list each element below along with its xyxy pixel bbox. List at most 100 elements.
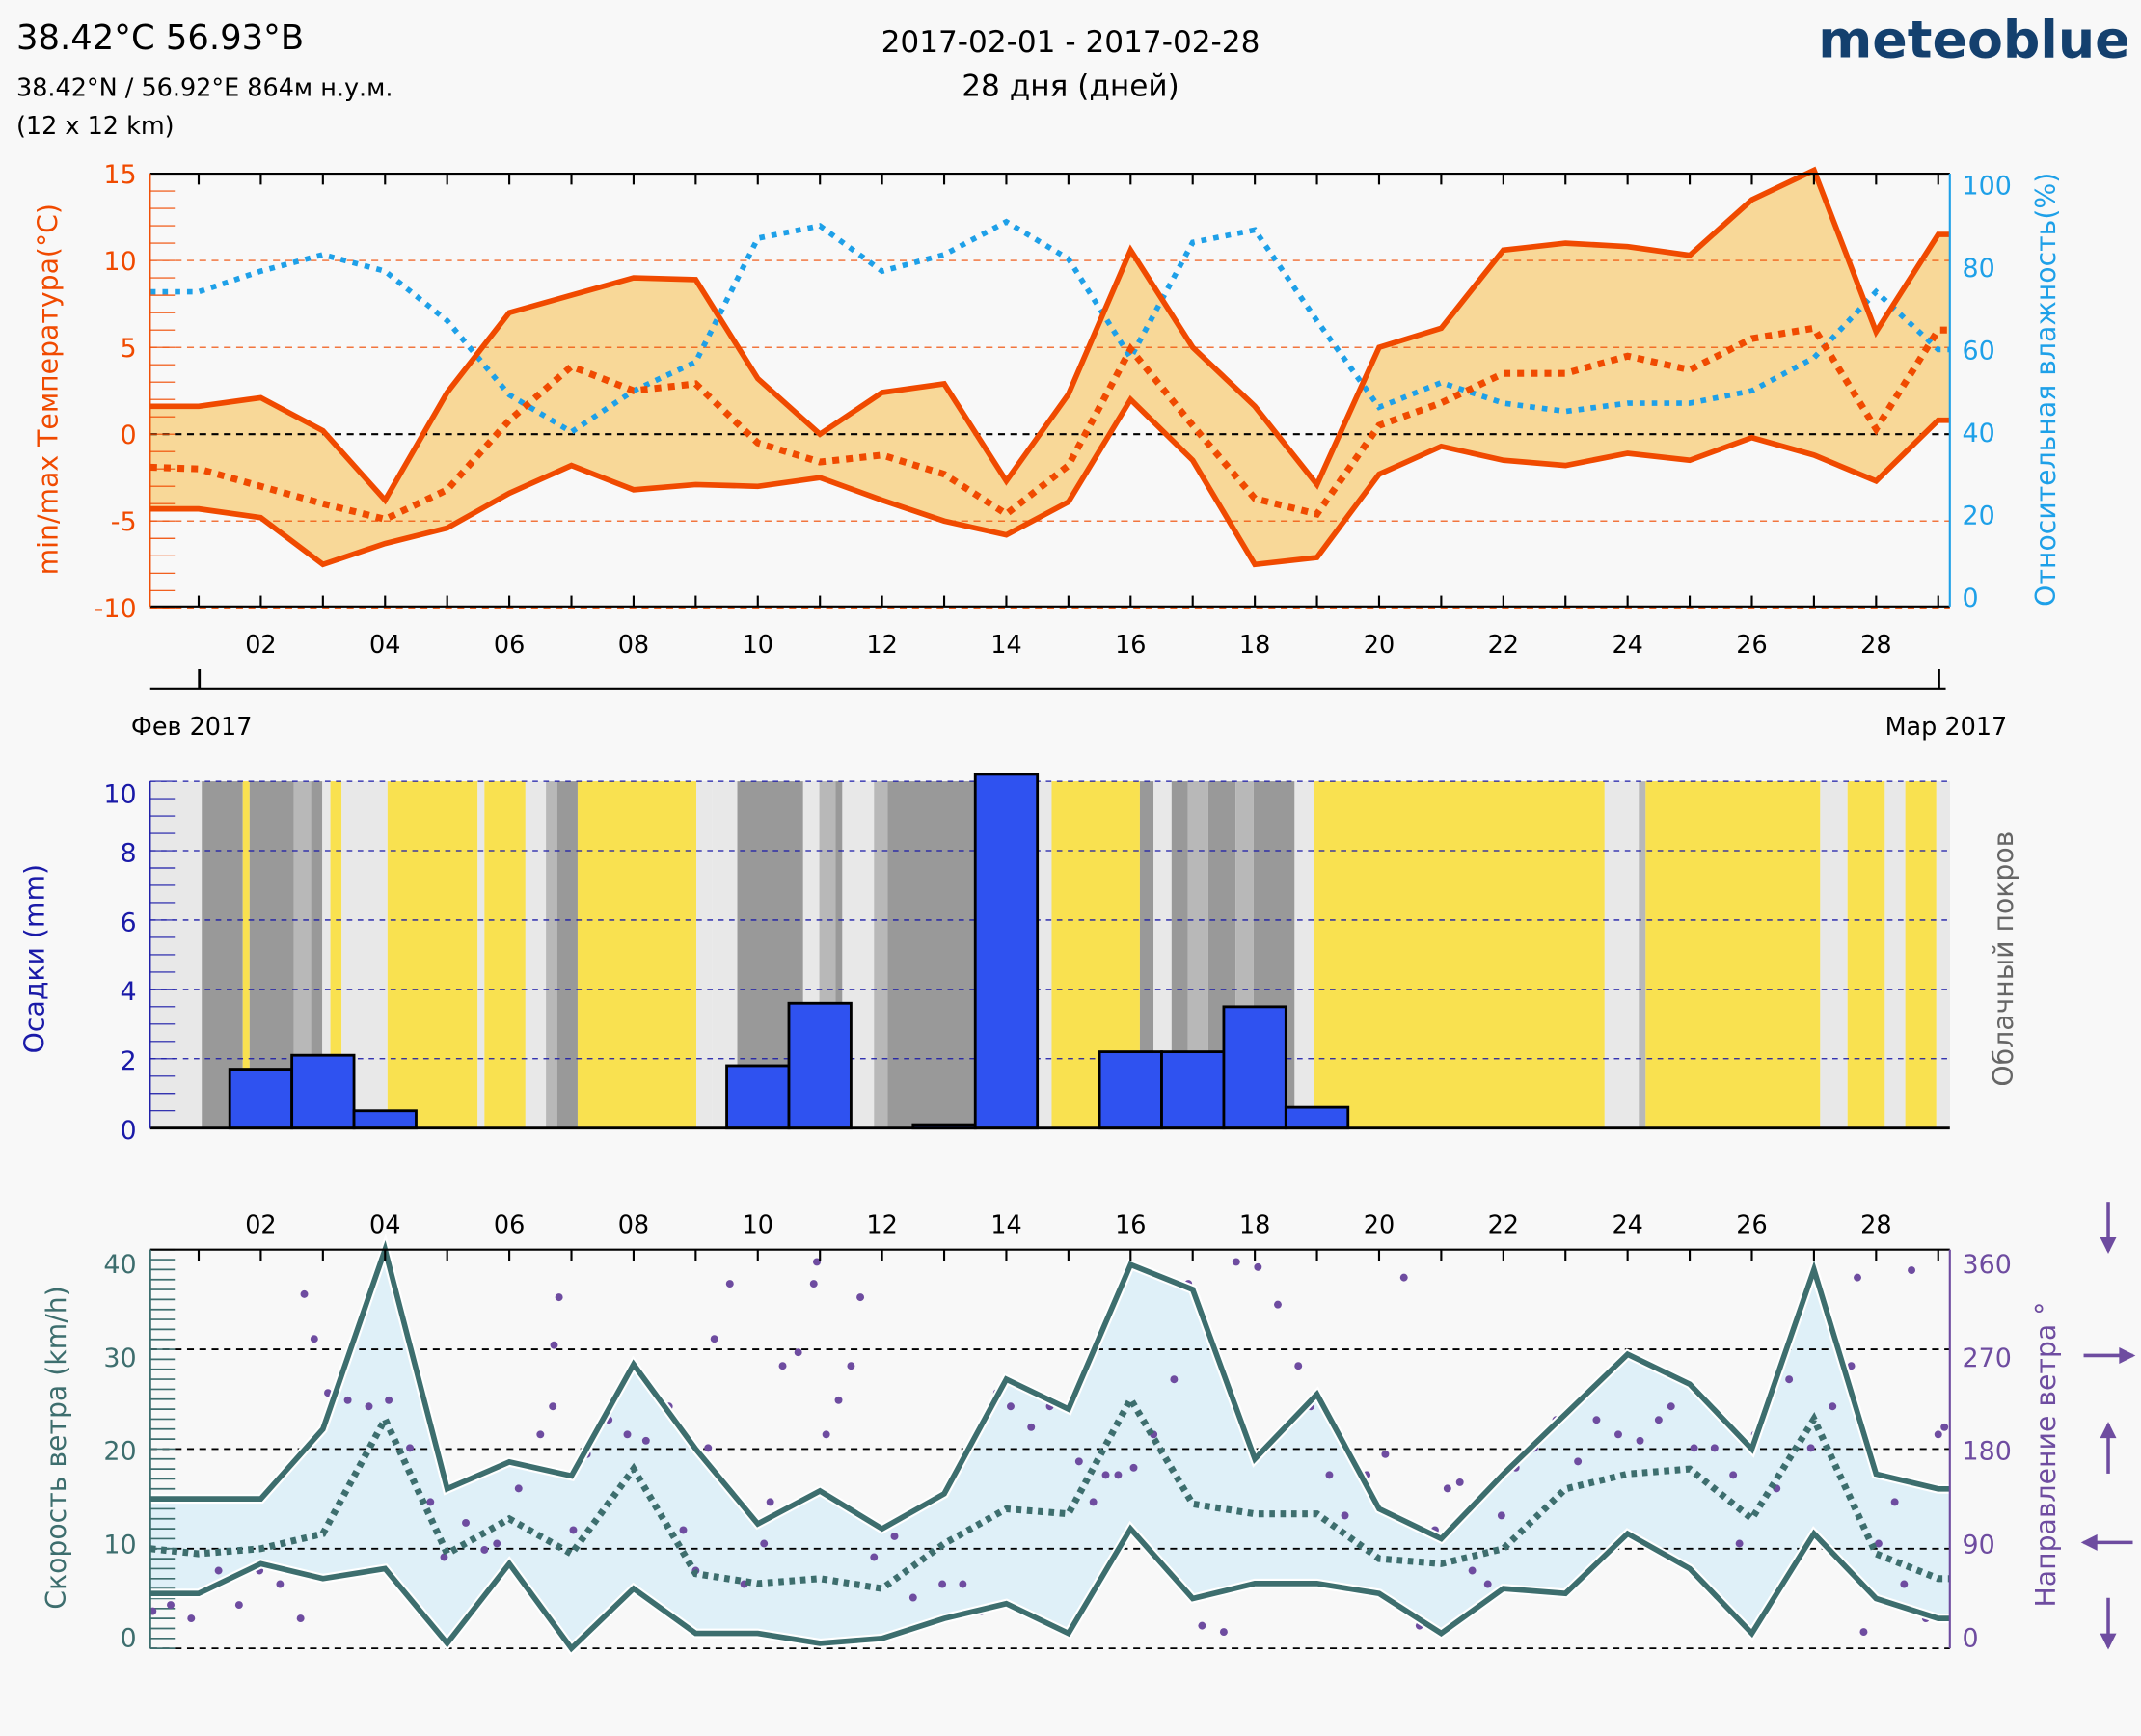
x-tick-label: 20: [1364, 631, 1395, 660]
wind-direction-point: [187, 1614, 196, 1623]
precipitation-bar: [290, 1053, 356, 1130]
wind-direction-point: [890, 1532, 899, 1540]
wind-direction-point: [679, 1526, 688, 1534]
precipitation-bar: [228, 1068, 294, 1130]
wind-direction-point: [710, 1335, 718, 1343]
humidity-line: [149, 218, 1950, 436]
y2-tick-label: 100: [1963, 171, 2012, 201]
wind-direction-point: [1129, 1463, 1138, 1472]
x-tick-label: 08: [618, 631, 649, 660]
x-tick-label: 12: [866, 631, 897, 660]
arrow-head: [2119, 1346, 2136, 1364]
x-tick-label: 04: [369, 631, 400, 660]
y2-axis-title: Облачный покров: [1988, 831, 2019, 1087]
y-tick-label: 10: [103, 780, 136, 810]
x-tick-label: 10: [743, 1211, 773, 1240]
cloud-cover-band: [242, 781, 250, 1128]
wind-direction-point: [214, 1566, 223, 1575]
wind-direction-point: [234, 1601, 243, 1610]
cloud-cover-band: [696, 781, 713, 1128]
cloud-cover-band: [1905, 781, 1937, 1128]
x-tick-label: 06: [494, 1211, 525, 1240]
x-tick-label: 10: [743, 631, 773, 660]
precipitation-bar: [1222, 1005, 1287, 1130]
wind-direction-point: [1074, 1457, 1083, 1466]
wind-direction-point: [1007, 1402, 1015, 1411]
wind-direction-point: [1325, 1471, 1334, 1479]
y2-tick-label: 20: [1963, 501, 1995, 530]
cloud-cover-band: [477, 781, 485, 1128]
wind-direction-point: [1859, 1628, 1868, 1637]
y-tick-label: 10: [103, 247, 136, 277]
y-tick-label: 6: [120, 908, 136, 937]
wind-direction-point: [1636, 1436, 1644, 1445]
wind-direction-point: [1614, 1430, 1622, 1439]
x-tick-label: 04: [369, 1211, 400, 1240]
precipitation-bar: [787, 1001, 853, 1130]
y-tick-label: 10: [103, 1531, 136, 1560]
cloud-cover-band: [484, 781, 526, 1128]
arrow-left-icon: [2080, 1533, 2133, 1551]
wind-direction-point: [1854, 1273, 1861, 1282]
wind-direction-point: [343, 1396, 352, 1404]
y2-tick-label: 180: [1963, 1437, 2012, 1467]
precipitation-bar: [973, 773, 1040, 1130]
x-tick-label: 16: [1115, 631, 1146, 660]
wind-direction-point: [385, 1396, 393, 1404]
precipitation-panel: 10 8 6 4 2 0 Осадки (mm) Облачный покров: [18, 773, 2019, 1146]
wind-direction-point: [1101, 1471, 1110, 1479]
wind-direction-point: [1232, 1258, 1240, 1266]
wind-direction-point: [1667, 1402, 1675, 1411]
wind-direction-point: [1574, 1457, 1583, 1466]
header: 38.42°C 56.93°В 38.42°N / 56.92°E 864м н…: [16, 10, 2130, 141]
wind-direction-point: [1381, 1450, 1390, 1458]
duration: 28 дня (дней): [962, 68, 1179, 103]
x-tick-label: 20: [1364, 1211, 1395, 1240]
wind-direction-point: [1497, 1511, 1505, 1520]
cloud-cover-band: [1645, 781, 1821, 1128]
wind-direction-point: [1455, 1478, 1464, 1486]
x-tick-label: 22: [1488, 1211, 1519, 1240]
wind-direction-point: [300, 1289, 309, 1298]
wind-direction-point: [1274, 1300, 1282, 1309]
arrow-head: [2100, 1422, 2117, 1439]
wind-direction-point: [1089, 1498, 1098, 1506]
cloud-cover-band: [1820, 781, 1848, 1128]
wind-direction-point: [1890, 1498, 1899, 1506]
precipitation-bar: [1284, 1105, 1350, 1130]
wind-direction-point: [834, 1396, 843, 1404]
y-tick-label: 0: [120, 420, 136, 450]
y-tick-label: 20: [103, 1437, 136, 1467]
wind-direction-point: [641, 1436, 650, 1445]
wind-direction-point: [1027, 1423, 1036, 1431]
y-tick-label: 5: [120, 334, 136, 364]
cloud-cover-band: [1139, 781, 1154, 1128]
x-tick-label: 18: [1239, 631, 1270, 660]
x-tick-label: 02: [245, 1211, 276, 1240]
wind-direction-point: [794, 1348, 802, 1357]
wind-direction-point: [462, 1518, 470, 1527]
wind-direction-point: [704, 1444, 713, 1452]
y2-tick-label: 0: [1963, 583, 1979, 613]
month-start-label: Фев 2017: [131, 713, 253, 742]
wind-direction-point: [1735, 1539, 1744, 1548]
precipitation-bar: [1098, 1050, 1163, 1130]
min-temperature-line: [149, 394, 1950, 568]
wind-direction-point: [1219, 1628, 1228, 1637]
wind-direction-point: [1114, 1471, 1123, 1479]
wind-direction-point: [1443, 1484, 1451, 1493]
wind-direction-point: [822, 1430, 830, 1439]
y2-axis-title: Направление ветра °: [2030, 1302, 2062, 1608]
wind-direction-point: [365, 1402, 373, 1411]
cloud-cover-band: [387, 781, 478, 1128]
wind-direction-point: [856, 1293, 865, 1302]
y-tick-label: 15: [103, 160, 136, 190]
y-axis-title: Скорость ветра (km/h): [41, 1286, 72, 1610]
wind-direction-point: [1900, 1580, 1909, 1588]
location-detail: 38.42°N / 56.92°E 864м н.у.м.: [16, 73, 393, 102]
wind-direction-point: [550, 1341, 558, 1349]
wind-direction-point: [406, 1444, 414, 1452]
wind-direction-point: [1710, 1444, 1719, 1452]
cloud-cover-band: [556, 781, 578, 1128]
